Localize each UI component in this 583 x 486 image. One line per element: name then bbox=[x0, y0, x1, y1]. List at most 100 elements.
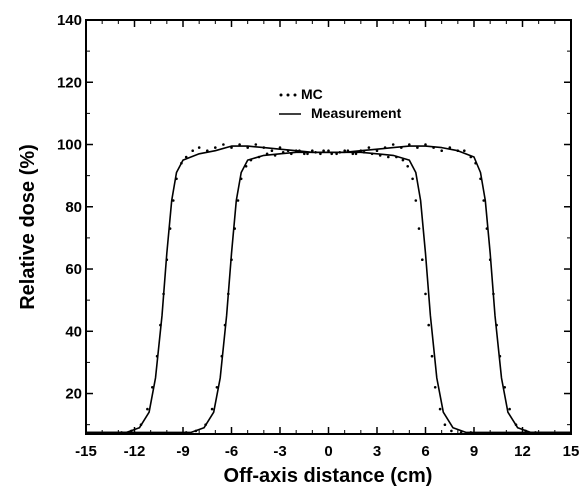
mc-point bbox=[311, 149, 314, 152]
mc-point bbox=[495, 323, 498, 327]
y-tick-label: 100 bbox=[57, 137, 82, 154]
y-tick-label: 20 bbox=[65, 386, 82, 403]
mc-point bbox=[395, 155, 398, 159]
mc-point bbox=[155, 354, 159, 358]
mc-point bbox=[281, 151, 285, 154]
mc-point bbox=[524, 429, 527, 433]
mc-point bbox=[406, 165, 410, 168]
x-tick-label: -12 bbox=[124, 443, 146, 460]
mc-point bbox=[306, 152, 309, 156]
mc-point bbox=[278, 146, 282, 149]
mc-point bbox=[327, 149, 330, 152]
mc-point bbox=[391, 143, 395, 146]
x-axis-title: Off-axis distance (cm) bbox=[224, 465, 433, 486]
mc-point bbox=[238, 143, 241, 146]
mc-point bbox=[421, 258, 424, 262]
x-tick-label: 12 bbox=[514, 443, 531, 460]
x-tick-label: 15 bbox=[563, 443, 580, 460]
legend-label-measurement: Measurement bbox=[311, 105, 402, 121]
mc-point bbox=[450, 429, 453, 433]
legend: MC Measurement bbox=[279, 86, 402, 121]
mc-point bbox=[162, 292, 165, 296]
mc-point bbox=[469, 431, 473, 434]
mc-point bbox=[503, 386, 507, 389]
mc-point bbox=[220, 354, 224, 358]
mc-point bbox=[432, 146, 435, 149]
legend-mc-dot bbox=[293, 93, 297, 97]
mc-point bbox=[254, 143, 258, 146]
y-tick-label: 60 bbox=[65, 261, 82, 278]
mc-point bbox=[362, 151, 366, 154]
mc-point bbox=[303, 152, 306, 156]
mc-point bbox=[335, 152, 338, 156]
x-tick-label: -15 bbox=[75, 443, 97, 460]
mc-point bbox=[498, 354, 502, 358]
mc-point bbox=[338, 151, 342, 154]
mc-point bbox=[474, 161, 477, 165]
mc-point bbox=[223, 323, 227, 327]
x-tick-label: 3 bbox=[373, 443, 381, 460]
mc-point bbox=[233, 227, 236, 230]
mc-point bbox=[346, 149, 350, 152]
mc-point bbox=[438, 407, 442, 411]
mc-point bbox=[534, 431, 537, 434]
mc-point bbox=[411, 177, 414, 181]
mc-point bbox=[443, 423, 447, 427]
y-tick-label: 120 bbox=[57, 74, 82, 91]
mc-point bbox=[204, 423, 207, 427]
x-tick-label: -3 bbox=[273, 443, 286, 460]
mc-point bbox=[387, 155, 390, 159]
mc-point bbox=[286, 149, 290, 152]
mc-point bbox=[463, 149, 466, 152]
measurement-line-1 bbox=[86, 151, 571, 434]
mc-point bbox=[424, 143, 427, 146]
mc-point bbox=[159, 323, 162, 327]
mc-point bbox=[273, 154, 277, 157]
mc-point bbox=[375, 149, 379, 152]
mc-point bbox=[227, 292, 230, 296]
mc-point bbox=[430, 354, 434, 358]
mc-point bbox=[165, 258, 169, 262]
mc-point bbox=[459, 431, 463, 434]
mc-point bbox=[191, 149, 194, 152]
mc-point bbox=[194, 429, 198, 433]
mc-point bbox=[354, 152, 358, 156]
y-axis-title: Relative dose (%) bbox=[17, 144, 39, 310]
mc-point bbox=[206, 149, 209, 152]
mc-point bbox=[469, 155, 473, 159]
mc-point bbox=[343, 149, 347, 152]
mc-point bbox=[456, 149, 460, 152]
mc-point bbox=[236, 199, 240, 202]
x-tick-label: 0 bbox=[324, 443, 332, 460]
mc-point bbox=[367, 146, 371, 149]
mc-point bbox=[146, 407, 149, 411]
legend-swatch-mc bbox=[279, 93, 297, 97]
mc-point bbox=[433, 386, 437, 389]
legend-mc-dot bbox=[286, 93, 290, 97]
mc-point bbox=[440, 149, 444, 152]
mc-point bbox=[246, 146, 249, 149]
mc-point bbox=[485, 227, 489, 230]
plot-frame bbox=[85, 19, 572, 435]
series-layer bbox=[86, 143, 571, 434]
mc-point bbox=[214, 146, 217, 149]
x-tick-label: -9 bbox=[176, 443, 189, 460]
measurement-line-0 bbox=[86, 145, 571, 434]
mc-point bbox=[408, 143, 411, 146]
mc-point bbox=[130, 429, 133, 433]
mc-point bbox=[230, 258, 233, 262]
mc-point bbox=[319, 152, 322, 156]
mc-point bbox=[488, 258, 492, 262]
y-axis-ticks: 20 40 60 80 100 120 140 bbox=[57, 12, 571, 426]
mc-point bbox=[383, 146, 387, 149]
mc-point bbox=[322, 149, 325, 152]
mc-point bbox=[197, 146, 201, 149]
mc-point bbox=[448, 146, 452, 149]
mc-point bbox=[416, 146, 419, 149]
mc-point bbox=[120, 431, 123, 434]
mc-point bbox=[222, 143, 225, 146]
mc-point bbox=[514, 423, 518, 427]
mc-point bbox=[482, 199, 486, 202]
mc-point bbox=[294, 149, 298, 152]
mc-point bbox=[359, 149, 363, 152]
